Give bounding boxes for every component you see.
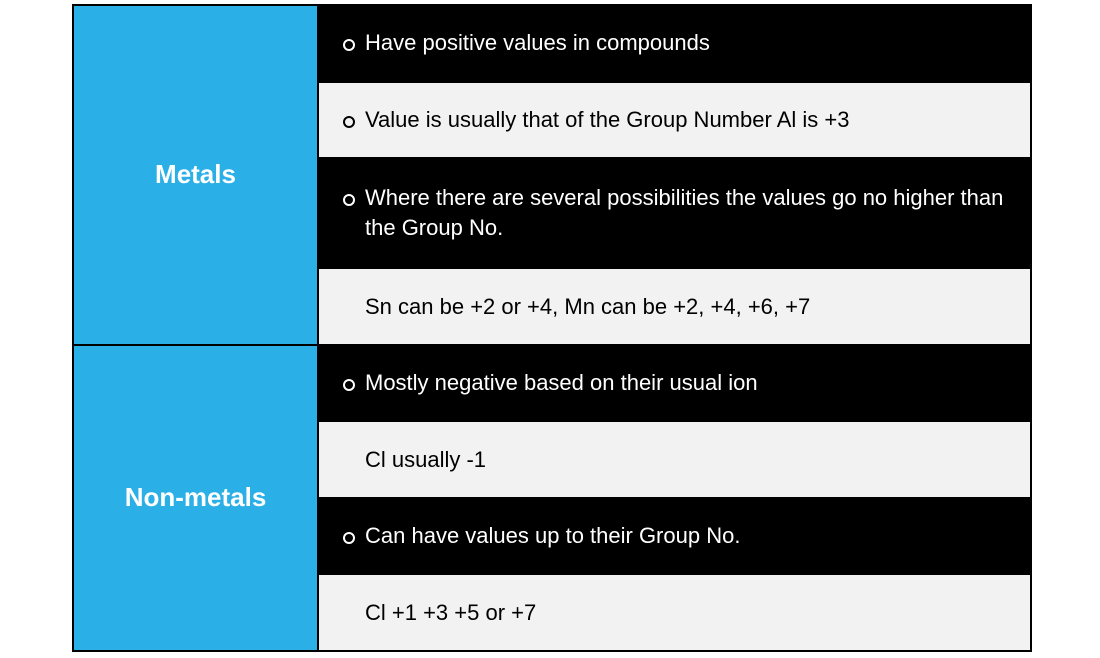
table-row: Mostly negative based on their usual ion (318, 345, 1031, 422)
table-row: Cl usually -1 (318, 421, 1031, 498)
table-row: Where there are several possibilities th… (318, 158, 1031, 268)
section-header-label: Metals (155, 159, 236, 189)
section-header-metals: Metals (73, 5, 318, 345)
cell-text: Have positive values in compounds (341, 28, 1008, 58)
section-header-nonmetals: Non-metals (73, 345, 318, 651)
table-row: Value is usually that of the Group Numbe… (318, 82, 1031, 159)
table-row: Can have values up to their Group No. (318, 498, 1031, 575)
table: Metals Have positive values in compounds… (72, 4, 1032, 652)
table-row: Sn can be +2 or +4, Mn can be +2, +4, +6… (318, 268, 1031, 345)
cell-text: Cl +1 +3 +5 or +7 (341, 598, 1008, 628)
section-header-label: Non-metals (125, 482, 267, 512)
cell-text: Value is usually that of the Group Numbe… (341, 105, 1008, 135)
table-row: Have positive values in compounds (318, 5, 1031, 82)
cell-text: Where there are several possibilities th… (341, 183, 1008, 242)
oxidation-table: Metals Have positive values in compounds… (72, 4, 1032, 652)
cell-text: Sn can be +2 or +4, Mn can be +2, +4, +6… (341, 292, 1008, 322)
cell-text: Mostly negative based on their usual ion (341, 368, 1008, 398)
cell-text: Cl usually -1 (341, 445, 1008, 475)
table-row: Cl +1 +3 +5 or +7 (318, 574, 1031, 651)
cell-text: Can have values up to their Group No. (341, 521, 1008, 551)
